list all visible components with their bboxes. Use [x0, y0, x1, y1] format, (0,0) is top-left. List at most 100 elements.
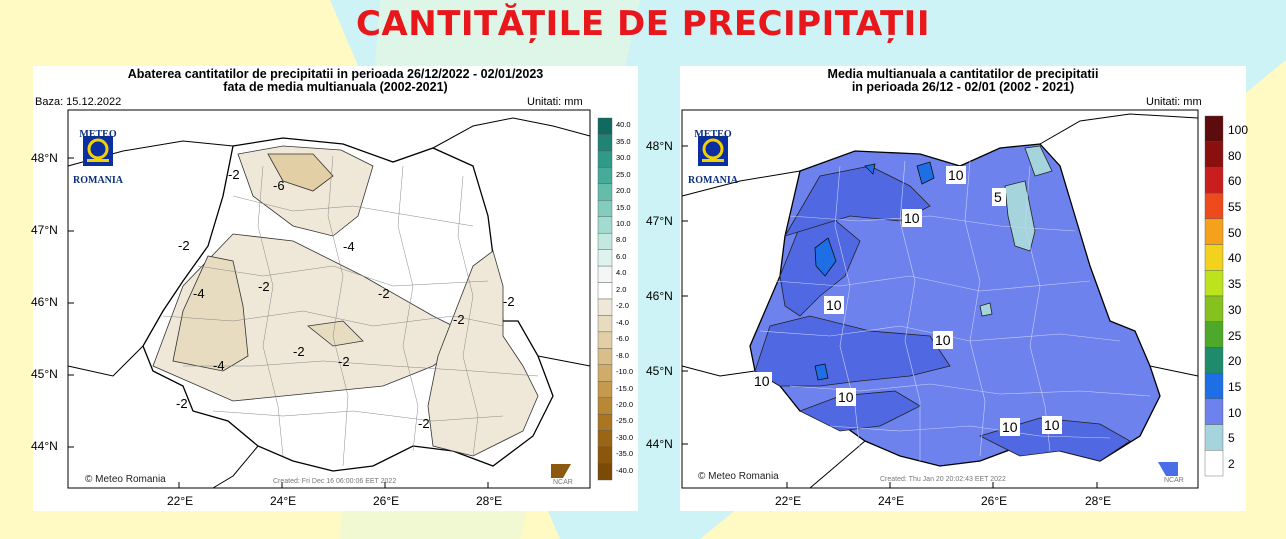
colorbar-swatch	[1204, 167, 1224, 194]
contour-label: 10	[935, 332, 951, 348]
colorbar-swatch	[1204, 295, 1224, 322]
colorbar-swatch	[597, 298, 613, 316]
deviation-map: -2 -6 -2 -2 -4 -4 -2 -2 -2 -4 -2 -2 -2 -…	[67, 109, 613, 489]
contour-label: -2	[258, 279, 270, 294]
average-map-title-line2: in perioada 26/12 - 02/01 (2002 - 2021)	[851, 80, 1075, 94]
contour-label: 10	[1044, 417, 1060, 433]
colorbar-swatch	[597, 463, 613, 481]
colorbar-swatch	[597, 381, 613, 398]
colorbar-label: 25	[1228, 328, 1242, 343]
lat-label: 46°N	[646, 289, 673, 303]
meteo-logo-top: METEO	[79, 129, 117, 140]
lat-label: 44°N	[646, 437, 673, 451]
contour-label: -4	[213, 358, 225, 373]
colorbar-label: -8.0	[616, 350, 629, 360]
contour-label: -2	[378, 286, 390, 301]
colorbar-label: 2.0	[616, 284, 627, 294]
colorbar-label: 8.0	[616, 235, 627, 245]
meteo-logo-top: METEO	[694, 129, 732, 140]
lat-label: 46°N	[31, 295, 58, 309]
contour-label: 5	[994, 189, 1002, 205]
created-label: Created: Fri Dec 16 06:00:06 EET 2022	[273, 478, 397, 485]
colorbar-label: 60	[1228, 174, 1242, 189]
colorbar-swatch	[1204, 372, 1224, 400]
ncar-logo-icon	[551, 464, 571, 478]
deviation-map-title-line2: fata de media multianuala (2002-2021)	[223, 80, 448, 94]
lon-label: 26°E	[981, 494, 1008, 508]
contour-label: -2	[228, 167, 240, 182]
contour-label: -2	[178, 238, 190, 253]
colorbar-label: 20.0	[616, 186, 631, 196]
colorbar-swatch	[597, 134, 613, 152]
colorbar-swatch	[597, 216, 613, 234]
meteo-romania-logo-icon	[698, 136, 728, 166]
colorbar-label: -35.0	[616, 449, 634, 459]
colorbar-swatch	[597, 331, 613, 349]
colorbar-label: -30.0	[616, 432, 634, 442]
lat-label: 48°N	[646, 139, 673, 153]
colorbar-swatch	[1204, 218, 1224, 245]
colorbar-swatch	[597, 430, 613, 448]
colorbar-label: 15	[1228, 380, 1242, 394]
colorbar-label: 80	[1228, 148, 1242, 163]
meteo-logo-bottom: ROMANIA	[688, 175, 738, 186]
contour-label: -2	[293, 344, 305, 359]
contour-label: 10	[754, 373, 770, 389]
colorbar-label: 30	[1228, 302, 1242, 317]
colorbar-label: -6.0	[616, 334, 629, 344]
contour-label: -2	[503, 294, 515, 309]
created-label: Created: Thu Jan 20 20:02:43 EET 2022	[880, 476, 1006, 483]
contour-label: 10	[826, 297, 842, 313]
colorbar-label: 10.0	[616, 218, 631, 228]
colorbar-swatch	[1204, 244, 1224, 271]
colorbar-label: 35.0	[616, 136, 631, 146]
colorbar-label: 35	[1228, 277, 1242, 292]
deviation-colorbar	[597, 117, 613, 481]
colorbar-swatch	[1204, 398, 1224, 425]
colorbar-swatch	[597, 364, 613, 382]
colorbar-swatch	[597, 249, 613, 267]
lat-label: 45°N	[646, 364, 673, 378]
contour-label: 10	[904, 210, 920, 226]
colorbar-swatch	[597, 167, 613, 185]
contour-label: 10	[948, 167, 964, 183]
average-map-panel: Media multianuala a cantitatilor de prec…	[646, 66, 1248, 511]
colorbar-swatch	[597, 232, 613, 250]
contour-label: -2	[338, 354, 350, 369]
average-map-title: Media multianuala a cantitatilor de prec…	[680, 68, 1246, 94]
average-map: 10 10 5 10 10 10 10 10 10	[681, 109, 1224, 489]
lat-label: 47°N	[31, 223, 58, 237]
colorbar-swatch	[597, 282, 613, 300]
colorbar-label: 10	[1228, 405, 1242, 420]
colorbar-label: -40.0	[616, 465, 634, 475]
colorbar-swatch	[1204, 270, 1224, 297]
deviation-map-title: Abaterea cantitatilor de precipitatii in…	[33, 68, 638, 94]
colorbar-swatch	[1204, 141, 1224, 168]
lon-label: 24°E	[270, 494, 297, 508]
meteo-logo-bottom: ROMANIA	[73, 175, 123, 186]
colorbar-label: 30.0	[616, 153, 631, 163]
page-title: CANTITĂȚILE DE PRECIPITAȚII	[355, 4, 930, 44]
colorbar-swatch	[597, 117, 613, 135]
colorbar-label: 55	[1228, 200, 1242, 214]
colorbar-swatch	[1204, 321, 1224, 348]
lon-label: 28°E	[476, 494, 503, 508]
lat-label: 48°N	[31, 151, 58, 165]
contour-label: 10	[838, 389, 854, 405]
colorbar-label: -2.0	[616, 301, 629, 311]
colorbar-swatch	[1204, 115, 1224, 142]
colorbar-label: 5	[1228, 431, 1235, 446]
contour-label: -4	[193, 286, 205, 301]
colorbar-label: 40	[1228, 251, 1242, 266]
colorbar-label: 2	[1228, 457, 1235, 472]
lon-label: 22°E	[167, 494, 194, 508]
colorbar-label: -20.0	[616, 399, 634, 409]
lon-label: 26°E	[373, 494, 400, 508]
average-colorbar	[1204, 115, 1224, 477]
ncar-label: NCAR	[553, 479, 573, 486]
colorbar-label: 40.0	[616, 120, 631, 130]
colorbar-label: 6.0	[616, 251, 627, 261]
contour-label: -2	[176, 396, 188, 411]
ncar-logo-icon	[1158, 462, 1178, 476]
colorbar-swatch	[1204, 450, 1224, 477]
